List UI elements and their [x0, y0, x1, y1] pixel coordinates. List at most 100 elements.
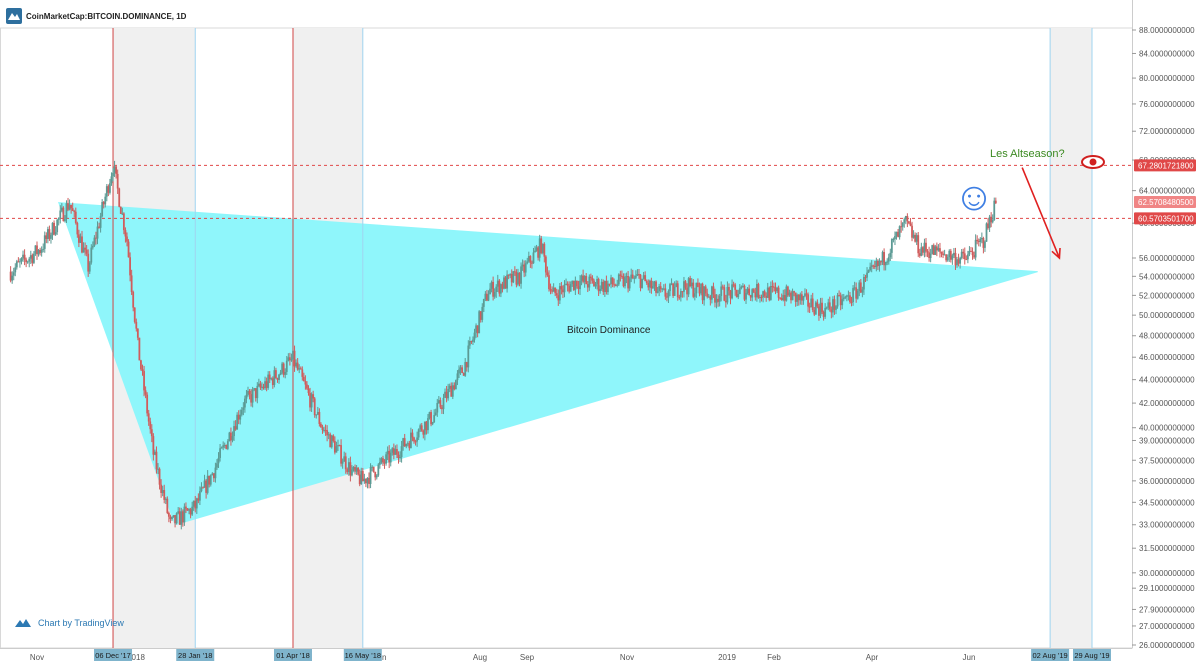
candle-body: [338, 445, 341, 447]
candle-body: [87, 253, 90, 272]
candle-body: [147, 413, 150, 422]
candle-body: [607, 283, 609, 293]
candle-body: [596, 279, 598, 285]
candle-body: [731, 284, 733, 299]
candle-body: [70, 204, 73, 209]
candle-body: [479, 311, 482, 320]
candle-body: [251, 389, 254, 403]
candle-body: [681, 291, 684, 293]
candle-body: [253, 388, 256, 390]
candle-body: [912, 234, 915, 238]
candle-body: [28, 258, 31, 262]
y-tick-label-10: 52.0000000000: [1139, 291, 1195, 300]
candle-body: [32, 253, 35, 263]
candle-body: [503, 277, 505, 289]
candle-body: [689, 278, 692, 287]
candle-body: [107, 186, 110, 193]
candle-body: [141, 369, 144, 372]
candle-body: [76, 222, 79, 235]
candle-body: [327, 434, 330, 436]
candle-body: [121, 213, 124, 215]
candle-body: [678, 297, 681, 299]
candle-body: [37, 249, 40, 255]
candle-body: [427, 418, 429, 431]
candle-body: [594, 284, 597, 287]
tradingview-brand[interactable]: Chart by TradingView: [14, 617, 124, 629]
candle-body: [904, 215, 907, 220]
candle-body: [742, 285, 744, 287]
candle-body: [751, 289, 754, 298]
candle-body: [91, 245, 94, 248]
candle-body: [797, 294, 800, 301]
candle-body: [462, 372, 465, 376]
candle-body: [492, 281, 495, 297]
candle-body: [136, 328, 139, 338]
candle-body: [208, 475, 211, 485]
candle-body: [650, 280, 653, 289]
x-tick-label-4: Sep: [520, 653, 535, 662]
candle-body: [648, 280, 651, 288]
candle-body: [239, 414, 242, 420]
candle-body: [461, 367, 464, 373]
candle-body: [706, 293, 709, 297]
candle-body: [391, 448, 394, 453]
candle-body: [188, 509, 190, 511]
candle-body: [546, 272, 549, 276]
candle-body: [501, 284, 504, 289]
y-tick-label-20: 34.5000000000: [1139, 498, 1195, 507]
candle-body: [464, 362, 467, 376]
candle-body: [74, 211, 77, 223]
candle-body: [757, 283, 760, 298]
candle-body: [949, 250, 952, 260]
candle-body: [62, 207, 65, 222]
candle-body: [853, 287, 856, 289]
x-tick-label-9: Jun: [963, 653, 976, 662]
candle-body: [14, 267, 17, 273]
candle-body: [811, 298, 814, 310]
candle-body: [762, 291, 764, 298]
candle-body: [250, 394, 253, 403]
candle-body: [82, 247, 85, 253]
candle-body: [29, 255, 32, 259]
candle-body: [768, 287, 771, 300]
candle-body: [659, 286, 662, 290]
candle-body: [98, 226, 100, 228]
candle-body: [658, 286, 661, 292]
y-tick-label-3: 76.0000000000: [1139, 100, 1195, 109]
smiley-icon: ☺: [954, 175, 995, 219]
candle-body: [889, 252, 892, 258]
time-badge-label-1: 28 Jan '18: [178, 651, 212, 660]
candle-body: [534, 250, 536, 253]
candle-body: [875, 260, 878, 268]
candle-body: [901, 222, 904, 227]
candle-body: [12, 272, 15, 276]
candle-body: [734, 284, 737, 290]
candle-body: [243, 398, 246, 408]
candle-body: [656, 291, 659, 293]
candle-body: [368, 477, 370, 484]
candle-body: [765, 295, 768, 298]
candle-body: [489, 288, 491, 295]
candle-body: [700, 283, 702, 294]
triangle-pattern: [57, 202, 1038, 526]
candle-body: [329, 434, 332, 448]
time-badge-3: [343, 649, 382, 661]
candle-body: [233, 426, 235, 437]
candle-body: [476, 325, 479, 334]
candle-body: [95, 237, 97, 239]
candle-body: [154, 451, 156, 455]
candle-body: [537, 247, 540, 258]
candle-body: [396, 449, 398, 455]
candle-body: [110, 176, 113, 184]
candle-body: [158, 468, 161, 485]
candle-body: [931, 245, 934, 254]
candle-body: [661, 288, 664, 290]
candle-body: [509, 274, 512, 276]
candle-body: [515, 272, 518, 285]
eye-icon: [1081, 155, 1105, 169]
candle-body: [873, 266, 876, 268]
candle-body: [431, 422, 434, 425]
candle-body: [814, 302, 817, 315]
candle-body: [366, 477, 369, 484]
y-tick-label-26: 27.0000000000: [1139, 622, 1195, 631]
